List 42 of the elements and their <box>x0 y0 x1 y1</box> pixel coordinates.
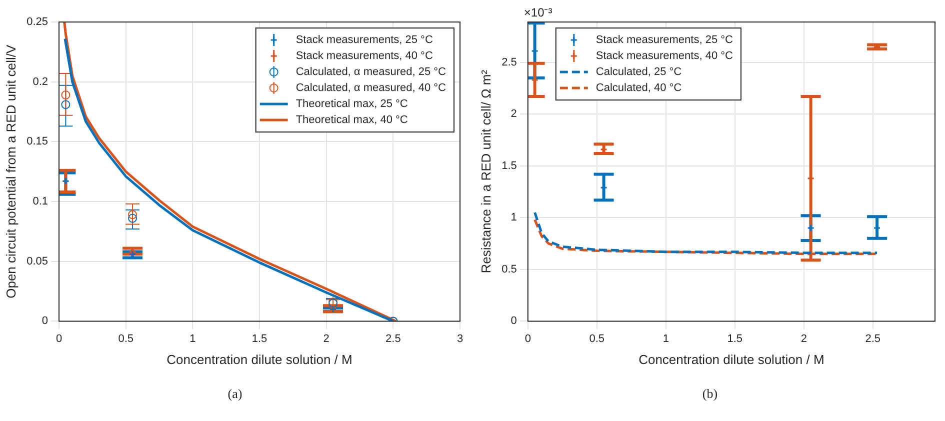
x-tick-label: 1 <box>662 332 669 345</box>
y-tick-label: 1.5 <box>502 160 517 172</box>
legend-label: Calculated, α measured, 40 °C <box>296 82 446 94</box>
x-tick-label: 3 <box>456 332 464 345</box>
legend-label: Stack measurements, 40 °C <box>296 50 433 62</box>
x-tick-label: 2.5 <box>865 332 881 345</box>
x-tick-label: 2.5 <box>386 332 401 345</box>
text: ×10⁻³ <box>524 5 552 20</box>
legend-label: Stack measurements, 25 °C <box>596 34 734 46</box>
x-axis-title: Concentration dilute solution / M <box>166 352 352 367</box>
y-axis-title: Resistance in a RED unit cell/ Ω m² <box>478 69 494 274</box>
y-tick-label: 2.5 <box>502 56 517 68</box>
legend-label: Stack measurements, 40 °C <box>596 50 734 62</box>
y-tick-label: 0 <box>42 315 48 328</box>
y-tick-label: 0.05 <box>26 255 48 268</box>
legend-label: Calculated, α measured, 25 °C <box>296 66 446 78</box>
y-tick-label: 0.5 <box>502 263 517 276</box>
x-tick-label: 0.5 <box>589 332 605 345</box>
x-axis-title: Concentration dilute solution / M <box>638 352 824 367</box>
x-tick-label: 0 <box>56 332 62 345</box>
y-tick-label: 0.2 <box>32 76 48 88</box>
y-tick-label: 1 <box>510 212 517 224</box>
x-tick-label: 2 <box>323 332 330 345</box>
y-tick-label: 2 <box>510 108 517 120</box>
legend-label: Theoretical max, 40 °C <box>296 114 408 126</box>
y-tick-label: 0.15 <box>26 136 48 148</box>
y-tick-label: 0 <box>510 315 517 328</box>
x-tick-label: 1.5 <box>252 332 268 345</box>
x-tick-label: 2 <box>800 332 807 345</box>
x-tick-label: 0 <box>524 332 531 345</box>
x-tick-label: 1 <box>190 332 196 345</box>
x-tick-label: 0.5 <box>118 332 134 345</box>
y-tick-label: 0.25 <box>26 16 48 28</box>
legend-label: Calculated, 25 °C <box>596 66 682 78</box>
text: (a) <box>226 386 244 402</box>
legend-label: Stack measurements, 25 °C <box>296 34 433 46</box>
legend-label: Theoretical max, 25 °C <box>296 98 408 110</box>
y-axis-title: Open circuit potential from a RED unit cell/V <box>3 44 18 298</box>
legend-label: Calculated, 40 °C <box>596 82 682 94</box>
x-tick-label: 1.5 <box>727 332 743 345</box>
text: (b) <box>701 386 719 402</box>
y-tick-label: 0.1 <box>32 196 48 208</box>
